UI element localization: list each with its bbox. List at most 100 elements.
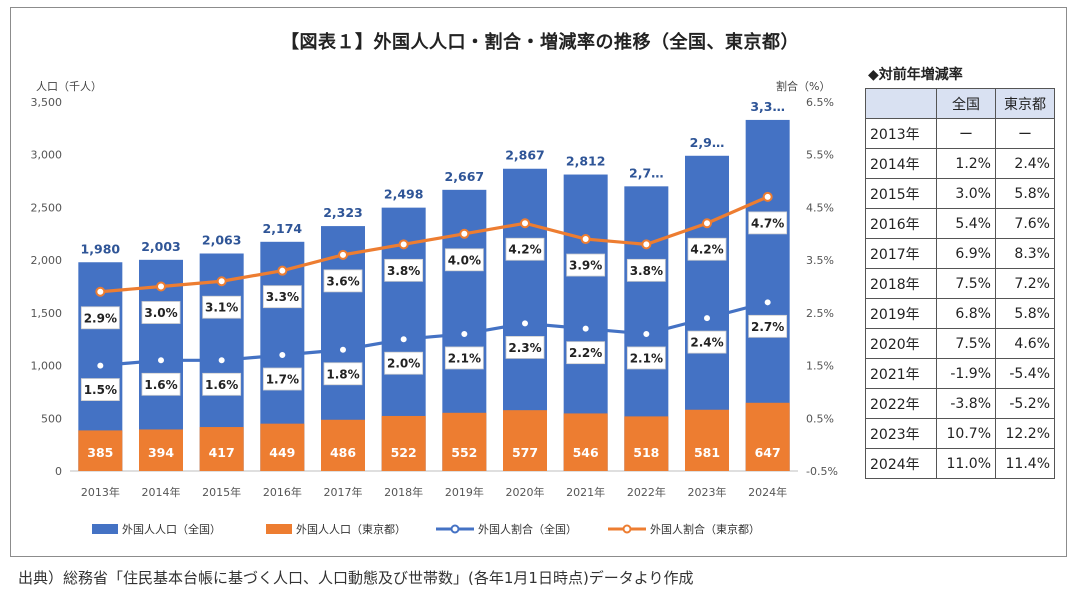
ratio-national-point <box>398 334 409 345</box>
national-population-label: 2,867 <box>505 148 545 163</box>
x-axis-tick-label: 2021年 <box>566 485 605 499</box>
bar-tokyo-population <box>260 423 305 471</box>
tokyo-population-label: 546 <box>573 445 599 460</box>
right-axis-tick-label: 4.5% <box>806 201 834 214</box>
left-axis-tick-label: 2,500 <box>31 201 63 214</box>
legend-swatch-tokyo-bar <box>266 524 292 534</box>
national-population-label: 2,7… <box>629 165 664 180</box>
growth-table-row: 2022年 -3.8% -5.2% <box>865 388 1055 419</box>
national-population-label: 2,812 <box>566 154 606 169</box>
right-axis-tick-label: 0.5% <box>806 412 834 425</box>
growth-header-tokyo: 東京都 <box>995 88 1055 119</box>
growth-cell-national: 7.5% <box>936 328 996 359</box>
legend-label-national-bar: 外国人人口（全国） <box>122 522 221 536</box>
growth-table-header-row: 全国 東京都 <box>865 88 1055 119</box>
bar-tokyo-population <box>139 429 183 471</box>
ratio-tokyo-label: 3.8% <box>387 264 420 278</box>
right-axis-tick-label: 6.5% <box>806 96 834 109</box>
growth-table-row: 2017年 6.9% 8.3% <box>865 238 1055 269</box>
combo-chart: 人口（千人） 割合（%） 0 500 1,000 1,500 2,000 2,500 3,000… <box>31 79 838 536</box>
tokyo-population-label: 518 <box>633 445 659 460</box>
growth-cell-year: 2022年 <box>865 388 937 419</box>
ratio-tokyo-label: 4.2% <box>508 243 541 257</box>
tokyo-population-label: 577 <box>512 445 538 460</box>
ratio-national-label: 2.0% <box>387 357 420 371</box>
national-population-label: 3,3… <box>750 99 785 114</box>
tokyo-population-label: 581 <box>694 445 720 460</box>
growth-cell-year: 2024年 <box>865 448 937 479</box>
growth-cell-year: 2021年 <box>865 358 937 389</box>
legend-swatch-national-bar <box>92 524 118 534</box>
bar-tokyo-population <box>685 409 729 471</box>
x-axis-tick-label: 2015年 <box>202 485 241 499</box>
ratio-national-point <box>459 328 470 339</box>
ratio-national-label-box <box>444 346 484 370</box>
bar-tokyo-population <box>503 410 547 471</box>
ratio-national-label-box <box>384 351 424 375</box>
growth-cell-tokyo: 2.4% <box>995 148 1055 179</box>
ratio-tokyo-label-box <box>202 295 242 319</box>
ratio-tokyo-label: 3.3% <box>266 290 299 304</box>
ratio-national-label: 1.8% <box>326 367 359 381</box>
growth-cell-year: 2019年 <box>865 298 937 329</box>
ratio-tokyo-label-box <box>262 285 302 309</box>
ratio-national-point <box>520 318 530 329</box>
ratio-national-label-box <box>141 372 181 396</box>
national-population-label: 2,498 <box>384 187 424 202</box>
ratio-tokyo-label: 3.6% <box>326 274 359 288</box>
ratio-tokyo-label-box <box>687 237 727 261</box>
national-population-label: 2,174 <box>263 221 303 236</box>
ratio-national-label-box <box>323 362 363 386</box>
legend-label-tokyo-line: 外国人割合（東京都） <box>650 522 760 536</box>
growth-cell-tokyo: 12.2% <box>995 418 1055 449</box>
growth-cell-national: 11.0% <box>936 448 996 479</box>
ratio-tokyo-label-box <box>566 253 606 277</box>
national-population-label: 2,003 <box>141 239 181 254</box>
tokyo-population-label: 647 <box>755 445 781 460</box>
x-axis-tick-label: 2023年 <box>688 485 727 499</box>
left-axis-tick-label: 2,000 <box>31 254 63 267</box>
growth-cell-tokyo: 5.8% <box>995 178 1055 209</box>
ratio-tokyo-label-box <box>141 301 181 324</box>
national-population-label: 1,980 <box>81 241 121 256</box>
growth-cell-year: 2018年 <box>865 268 937 299</box>
ratio-national-label-box <box>687 330 727 354</box>
ratio-national-point <box>338 344 348 355</box>
ratio-national-line <box>100 300 769 368</box>
growth-table-row: 2021年 -1.9% -5.4% <box>865 358 1055 389</box>
ratio-tokyo-label-box <box>444 248 484 272</box>
bar-tokyo-population <box>78 430 123 471</box>
bar-tokyo-population <box>563 413 608 471</box>
growth-cell-national: 7.5% <box>936 268 996 299</box>
ratio-tokyo-label: 4.0% <box>448 253 481 267</box>
ratio-tokyo-label-box <box>80 306 120 330</box>
ratio-tokyo-label-box <box>748 211 788 235</box>
ratio-national-label: 2.1% <box>630 351 663 365</box>
growth-cell-national: 3.0% <box>936 178 996 209</box>
growth-table-row: 2018年 7.5% 7.2% <box>865 268 1055 299</box>
legend-marker-national-line <box>450 524 460 534</box>
growth-cell-year: 2023年 <box>865 418 937 449</box>
growth-table-title: ◆対前年増減率 <box>868 67 963 83</box>
right-axis-tick-label: 5.5% <box>806 149 834 162</box>
growth-cell-tokyo: 5.8% <box>995 298 1055 329</box>
ratio-national-label-box <box>262 367 302 391</box>
ratio-national-point <box>580 323 591 334</box>
ratio-national-point <box>277 350 288 361</box>
growth-cell-tokyo: ー <box>995 118 1055 149</box>
ratio-national-point <box>216 355 227 366</box>
growth-cell-year: 2015年 <box>865 178 937 209</box>
growth-cell-tokyo: 4.6% <box>995 328 1055 359</box>
growth-rate-table: 全国 東京都 2013年ーー 2014年 1.2% 2.4% 2015年 3.0% 5.8%… <box>865 88 1055 479</box>
growth-cell-tokyo: 7.6% <box>995 208 1055 239</box>
growth-cell-national: 6.8% <box>936 298 996 329</box>
tokyo-population-label: 522 <box>391 445 417 460</box>
right-axis-title: 割合（%） <box>776 79 830 93</box>
ratio-tokyo-point <box>520 218 530 229</box>
ratio-tokyo-label-box <box>384 258 424 282</box>
x-axis-tick-label: 2019年 <box>445 485 484 499</box>
x-axis-tick-label: 2017年 <box>324 485 363 499</box>
growth-cell-year: 2014年 <box>865 148 937 179</box>
growth-cell-year: 2020年 <box>865 328 937 359</box>
growth-cell-year: 2017年 <box>865 238 937 269</box>
